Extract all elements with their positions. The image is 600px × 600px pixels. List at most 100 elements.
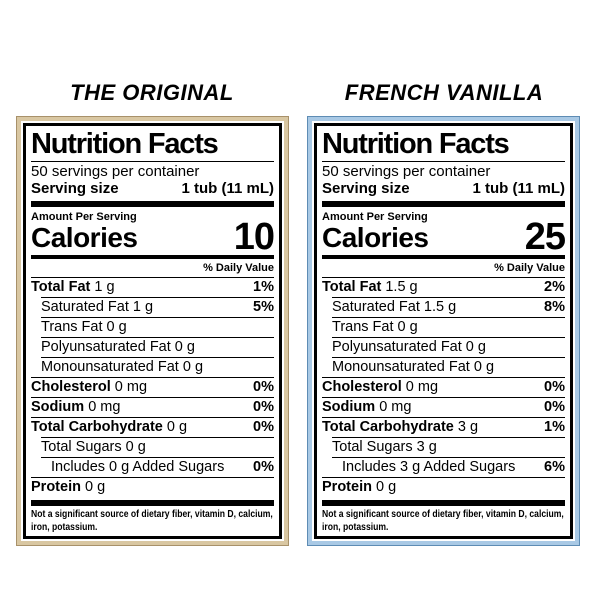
- daily-value-percent: 0%: [544, 379, 565, 396]
- calories-row: Calories 25: [322, 216, 566, 259]
- nutrient-row: Monounsaturated Fat 0 g: [322, 358, 565, 377]
- nutrient-name-amount: Cholesterol 0 mg: [31, 379, 148, 396]
- row-separator: [31, 396, 274, 398]
- row-separator: [41, 316, 274, 318]
- nutrient-name-amount: Trans Fat 0 g: [41, 319, 127, 336]
- servings-per-container: 50 servings per container: [322, 163, 491, 180]
- nutrient-name-amount: Polyunsaturated Fat 0 g: [41, 339, 195, 356]
- row-separator: [41, 356, 274, 358]
- nutrient-row: Total Carbohydrate 3 g 1%: [322, 418, 565, 437]
- daily-value-percent: 1%: [544, 419, 565, 436]
- nutrient-row: Protein 0 g: [31, 478, 274, 497]
- row-separator: [41, 296, 274, 298]
- daily-value-percent: 2%: [544, 279, 565, 296]
- serving-size-label: Serving size: [322, 180, 410, 197]
- nutrient-name-amount: Total Fat 1.5 g: [322, 279, 418, 296]
- nutrient-row: Sodium 0 mg 0%: [31, 398, 274, 417]
- divider-bar-thick: [31, 201, 274, 208]
- daily-value-percent: 6%: [544, 459, 565, 476]
- row-separator: [322, 416, 565, 418]
- nutrient-row: Polyunsaturated Fat 0 g: [322, 338, 565, 357]
- nutrient-name-amount: Monounsaturated Fat 0 g: [332, 359, 495, 376]
- nutrient-name-amount: Total Carbohydrate 0 g: [31, 419, 188, 436]
- daily-value-percent: 0%: [253, 399, 274, 416]
- daily-value-percent: 0%: [253, 379, 274, 396]
- serving-size-row: Serving size 1 tub (11 mL): [31, 180, 274, 198]
- footnote-text: Not a significant source of dietary fibe…: [322, 509, 564, 533]
- nutrient-row: Total Sugars 3 g: [322, 438, 565, 457]
- nutrient-name-amount: Polyunsaturated Fat 0 g: [332, 339, 486, 356]
- divider-bar-thick: [31, 499, 274, 506]
- nutrient-row: Includes 3 g Added Sugars 6%: [322, 458, 565, 477]
- nutrient-name-amount: Total Sugars 0 g: [41, 439, 146, 456]
- calories-label: Calories: [31, 222, 138, 254]
- footnote-text: Not a significant source of dietary fibe…: [31, 509, 273, 533]
- nutrient-name-amount: Includes 3 g Added Sugars: [342, 459, 516, 476]
- row-separator: [31, 476, 274, 478]
- divider-bar-thick: [322, 499, 565, 506]
- serving-size-row: Serving size 1 tub (11 mL): [322, 180, 565, 198]
- nutrient-row: Cholesterol 0 mg 0%: [322, 378, 565, 397]
- daily-value-percent: 1%: [253, 279, 274, 296]
- nutrition-facts-heading: Nutrition Facts: [31, 128, 219, 160]
- calories-value: 10: [233, 216, 275, 259]
- nutrient-name-amount: Saturated Fat 1.5 g: [332, 299, 457, 316]
- row-separator: [322, 376, 565, 378]
- nutrient-row: Total Sugars 0 g: [31, 438, 274, 457]
- calories-row: Calories 10: [31, 216, 275, 259]
- nutrient-row: Protein 0 g: [322, 478, 565, 497]
- nutrient-name-amount: Total Fat 1 g: [31, 279, 115, 296]
- nutrition-facts-panel: Nutrition Facts 50 servings per containe…: [23, 123, 282, 539]
- nutrient-name-amount: Saturated Fat 1 g: [41, 299, 154, 316]
- nutrition-facts-heading: Nutrition Facts: [322, 128, 510, 160]
- row-separator: [332, 456, 565, 458]
- nutrient-row: Total Fat 1 g 1%: [31, 278, 274, 297]
- nutrient-name-amount: Trans Fat 0 g: [332, 319, 418, 336]
- french-vanilla-nutrition-label: Nutrition Facts 50 servings per containe…: [307, 116, 580, 546]
- daily-value-percent: 0%: [544, 399, 565, 416]
- divider-bar-medium: [31, 255, 274, 259]
- nutrient-row: Saturated Fat 1.5 g 8%: [322, 298, 565, 317]
- calories-value: 25: [524, 216, 566, 259]
- nutrient-row: Polyunsaturated Fat 0 g: [31, 338, 274, 357]
- row-separator: [322, 396, 565, 398]
- nutrient-name-amount: Protein 0 g: [322, 479, 397, 496]
- nutrient-name-amount: Total Sugars 3 g: [332, 439, 437, 456]
- nutrient-name-amount: Monounsaturated Fat 0 g: [41, 359, 204, 376]
- row-separator: [41, 436, 274, 438]
- row-separator: [31, 416, 274, 418]
- nutrient-row: Cholesterol 0 mg 0%: [31, 378, 274, 397]
- row-separator: [332, 356, 565, 358]
- divider-bar-medium: [322, 255, 565, 259]
- nutrient-name-amount: Includes 0 g Added Sugars: [51, 459, 225, 476]
- nutrient-rows: Total Fat 1 g 1% Saturated Fat 1 g 5% Trans …: [31, 278, 274, 497]
- nutrient-name-amount: Total Carbohydrate 3 g: [322, 419, 479, 436]
- nutrient-row: Total Fat 1.5 g 2%: [322, 278, 565, 297]
- original-nutrition-label: Nutrition Facts 50 servings per containe…: [16, 116, 289, 546]
- nutrient-row: Total Carbohydrate 0 g 0%: [31, 418, 274, 437]
- row-separator: [41, 336, 274, 338]
- row-separator: [41, 456, 274, 458]
- daily-value-percent: 0%: [253, 459, 274, 476]
- amount-per-serving-label: Amount Per Serving: [31, 211, 137, 224]
- flavor-title-original: THE ORIGINAL: [70, 80, 234, 105]
- serving-size-value: 1 tub (11 mL): [472, 180, 565, 197]
- divider-bar-thick: [322, 201, 565, 208]
- nutrient-row: Saturated Fat 1 g 5%: [31, 298, 274, 317]
- nutrient-name-amount: Protein 0 g: [31, 479, 106, 496]
- footnote-wrap: Not a significant source of dietary fibe…: [322, 509, 565, 534]
- nutrient-rows: Total Fat 1.5 g 2% Saturated Fat 1.5 g 8% Tr…: [322, 278, 565, 497]
- servings-per-container: 50 servings per container: [31, 163, 200, 180]
- row-separator: [332, 336, 565, 338]
- nutrient-name-amount: Sodium 0 mg: [31, 399, 121, 416]
- row-separator: [332, 436, 565, 438]
- row-separator: [322, 476, 565, 478]
- label-white-gap: Nutrition Facts 50 servings per containe…: [21, 121, 284, 541]
- flavor-title-french-vanilla: FRENCH VANILLA: [344, 80, 544, 105]
- footnote-wrap: Not a significant source of dietary fibe…: [31, 509, 274, 534]
- nutrient-name-amount: Sodium 0 mg: [322, 399, 412, 416]
- nutrition-facts-panel: Nutrition Facts 50 servings per containe…: [314, 123, 573, 539]
- heading-rule: [31, 161, 274, 162]
- nutrient-row: Includes 0 g Added Sugars 0%: [31, 458, 274, 477]
- daily-value-header: % Daily Value: [31, 259, 274, 278]
